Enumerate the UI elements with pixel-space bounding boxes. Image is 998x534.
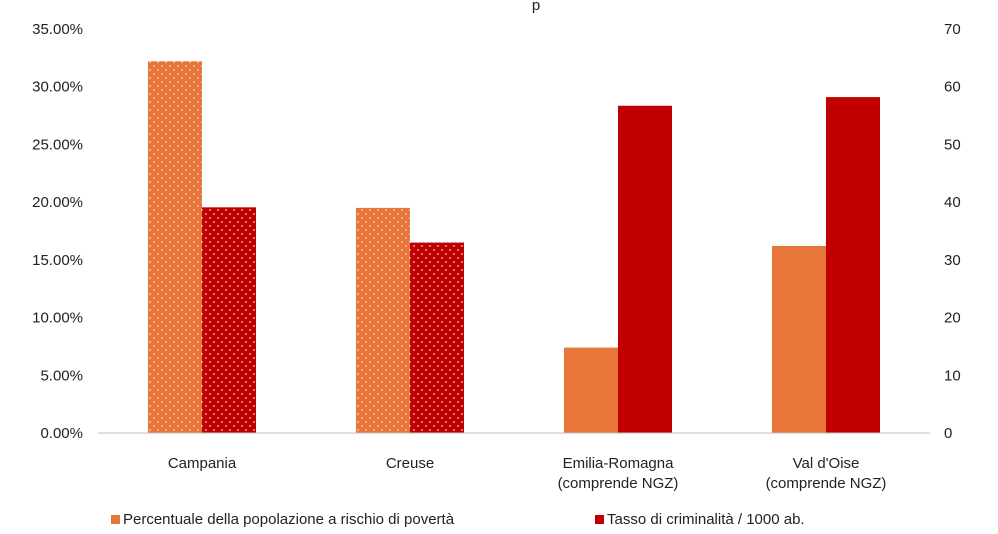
right-axis: 0 10 20 30 40 50 60 70	[944, 21, 961, 442]
legend-swatch	[595, 515, 604, 524]
bar-poverty	[356, 207, 410, 433]
category-label: (comprende NGZ)	[766, 475, 887, 492]
category-label: (comprende NGZ)	[558, 475, 679, 492]
chart-title-fragment: p	[532, 0, 540, 14]
y-left-tick-label: 30.00%	[32, 79, 83, 96]
y-right-tick-label: 50	[944, 136, 961, 153]
category-label: Val d'Oise	[793, 455, 860, 472]
y-right-tick-label: 0	[944, 425, 952, 442]
legend-label: Percentuale della popolazione a rischio …	[123, 511, 455, 528]
bar-poverty	[564, 347, 618, 433]
bar-crime	[618, 105, 672, 433]
y-left-tick-label: 10.00%	[32, 310, 83, 327]
category-label: Emilia-Romagna	[563, 455, 675, 472]
category-label: Campania	[168, 455, 237, 472]
y-left-tick-label: 5.00%	[40, 367, 83, 384]
category-label: Creuse	[386, 455, 434, 472]
legend-label: Tasso di criminalità / 1000 ab.	[607, 511, 805, 528]
category-labels: Campania Creuse Emilia-Romagna (comprende N…	[168, 455, 887, 492]
bar-poverty	[148, 61, 202, 433]
y-left-tick-label: 20.00%	[32, 194, 83, 211]
y-left-tick-label: 35.00%	[32, 21, 83, 38]
bar-poverty	[772, 246, 826, 433]
y-right-tick-label: 30	[944, 252, 961, 269]
bar-crime	[202, 207, 256, 433]
bar-crime	[826, 97, 880, 434]
left-axis: 0.00% 5.00% 10.00% 15.00% 20.00% 25.00% 30.00%…	[32, 21, 83, 442]
y-left-tick-label: 25.00%	[32, 136, 83, 153]
bars	[148, 61, 880, 434]
y-left-tick-label: 15.00%	[32, 252, 83, 269]
y-right-tick-label: 40	[944, 194, 961, 211]
y-left-tick-label: 0.00%	[40, 425, 83, 442]
legend-swatch	[111, 515, 120, 524]
y-right-tick-label: 10	[944, 367, 961, 384]
y-right-tick-label: 20	[944, 310, 961, 327]
bar-crime	[410, 242, 464, 433]
y-right-tick-label: 70	[944, 21, 961, 38]
y-right-tick-label: 60	[944, 79, 961, 96]
legend: Percentuale della popolazione a rischio …	[111, 511, 805, 528]
